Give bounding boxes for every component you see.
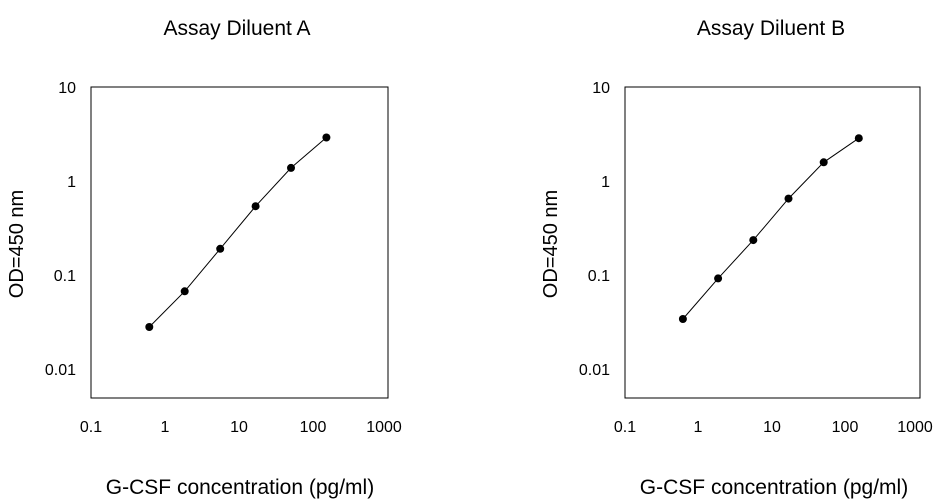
data-point-b-4: [819, 158, 828, 167]
y-axis-label-b: OD=450 nm: [540, 190, 562, 298]
x-tick-label-a-0: 0.1: [80, 419, 102, 436]
chart-panel-b: Assay Diluent B OD=450 nm G-CSF concentr…: [540, 17, 933, 499]
y-tick-label-a-0: 0.01: [45, 362, 76, 379]
data-point-a-2: [216, 244, 225, 253]
series-line-a-0: [148, 137, 327, 328]
x-tick-label-b-1: 1: [694, 419, 703, 436]
series-layer-a: [145, 133, 331, 331]
y-tick-label-b-3: 10: [592, 80, 610, 97]
y-tick-label-a-1: 0.1: [54, 268, 76, 285]
chart-title-b: Assay Diluent B: [697, 17, 845, 40]
x-ticks-b: 0.1 1 10 100 1000: [614, 419, 933, 436]
data-point-a-0: [145, 323, 154, 331]
x-tick-label-b-0: 0.1: [614, 419, 636, 436]
x-tick-label-a-2: 10: [230, 419, 248, 436]
series-line-b-0: [682, 137, 860, 320]
y-ticks-a: 0.01 0.1 1 10: [45, 80, 76, 379]
y-axis-label-a: OD=450 nm: [6, 190, 28, 298]
x-tick-label-a-3: 100: [300, 419, 327, 436]
data-point-b-5: [854, 134, 863, 143]
y-tick-label-b-2: 1: [601, 174, 610, 191]
y-tick-label-a-2: 1: [67, 174, 76, 191]
x-axis-label-b: G-CSF concentration (pg/ml): [640, 476, 908, 499]
x-axis-label-a: G-CSF concentration (pg/ml): [106, 476, 374, 499]
data-point-b-1: [714, 274, 723, 283]
x-tick-label-b-4: 1000: [897, 419, 933, 436]
data-point-a-3: [251, 202, 260, 211]
plot-frame-a: [90, 86, 389, 399]
plot-frame-b: [624, 86, 921, 399]
x-ticks-a: 0.1 1 10 100 1000: [80, 419, 402, 436]
data-point-a-5: [322, 133, 331, 142]
data-point-a-1: [180, 287, 189, 296]
data-point-b-2: [749, 236, 758, 245]
data-point-b-3: [784, 194, 793, 203]
x-tick-label-a-1: 1: [161, 419, 170, 436]
x-tick-label-b-3: 100: [832, 419, 859, 436]
y-tick-label-a-3: 10: [58, 80, 76, 97]
x-tick-label-b-2: 10: [763, 419, 781, 436]
y-tick-label-b-0: 0.01: [579, 362, 610, 379]
data-point-b-0: [678, 315, 687, 323]
x-tick-label-a-4: 1000: [366, 419, 402, 436]
chart-panel-a: Assay Diluent A OD=450 nm G-CSF concentr…: [6, 17, 402, 499]
chart-title-a: Assay Diluent A: [163, 17, 310, 40]
y-ticks-b: 0.01 0.1 1 10: [579, 80, 610, 379]
y-tick-label-b-1: 0.1: [588, 268, 610, 285]
series-layer-b: [678, 134, 863, 323]
data-point-a-4: [287, 163, 295, 172]
